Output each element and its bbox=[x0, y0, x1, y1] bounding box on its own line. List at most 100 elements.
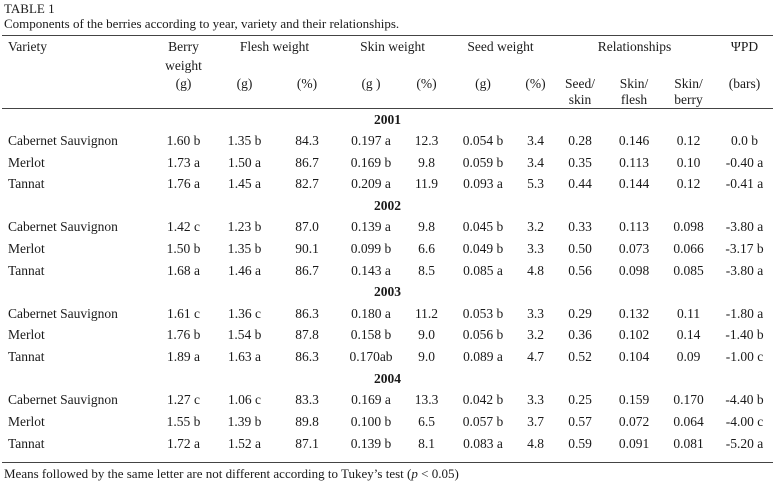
table-cell: 1.54 b bbox=[227, 327, 262, 343]
table-cell: 82.7 bbox=[295, 176, 319, 192]
table-cell: 0.113 bbox=[619, 219, 649, 235]
table-cell: 0.064 bbox=[673, 413, 704, 429]
variety-cell: Tannat bbox=[8, 435, 45, 451]
table-cell: -1.40 b bbox=[725, 327, 764, 343]
header-seed-weight: Seed weight bbox=[467, 39, 534, 54]
table-cell: 1.35 b bbox=[227, 132, 262, 148]
year-heading: 2003 bbox=[374, 284, 401, 300]
variety-cell: Merlot bbox=[8, 413, 45, 429]
header-berry-weight: Berry bbox=[168, 39, 199, 54]
table-cell: 0.056 b bbox=[462, 327, 504, 343]
table-cell: 87.0 bbox=[295, 219, 319, 235]
table-cell: -1.00 c bbox=[725, 349, 764, 365]
table-cell: 1.23 b bbox=[227, 219, 262, 235]
table-cell: 1.36 c bbox=[228, 305, 261, 321]
table-cell: 1.76 a bbox=[167, 176, 200, 192]
header-variety: Variety bbox=[8, 39, 47, 54]
table-cell: 1.61 c bbox=[167, 305, 200, 321]
table-cell: 0.59 bbox=[568, 435, 592, 451]
unit-skin-g: (g ) bbox=[337, 76, 405, 109]
table-row: Cabernet Sauvignon 1.27 c 1.06 c 83.3 0.169 … bbox=[2, 389, 773, 411]
table-cell: 1.55 b bbox=[166, 413, 201, 429]
berry-components-table: Variety Berry Flesh weight Skin weight S… bbox=[2, 36, 774, 455]
variety-cell: Tannat bbox=[8, 176, 45, 192]
table-cell: 0.057 b bbox=[462, 413, 504, 429]
table-row: Merlot 1.50 b 1.35 b 90.1 0.099 b 6.6 0.049 b 3… bbox=[2, 238, 773, 260]
table-cell: 1.72 a bbox=[167, 435, 200, 451]
variety-cell: Tannat bbox=[8, 262, 45, 278]
table-cell: 6.6 bbox=[418, 241, 435, 257]
table-row: Cabernet Sauvignon 1.42 c 1.23 b 87.0 0.139 … bbox=[2, 216, 773, 238]
table-cell: 0.36 bbox=[568, 327, 592, 343]
table-cell: 0.12 bbox=[676, 176, 701, 192]
table-cell: 0.44 bbox=[568, 176, 592, 192]
table-cell: 11.2 bbox=[414, 305, 439, 321]
table-cell: 0.091 bbox=[618, 435, 650, 451]
year-heading: 2002 bbox=[374, 197, 401, 213]
unit-seed-g: (g) bbox=[448, 76, 519, 109]
table-cell: 0.098 bbox=[673, 219, 704, 235]
header-skin-flesh: Skin/flesh bbox=[607, 76, 662, 109]
unit-berry-g: (g) bbox=[155, 76, 212, 109]
header-psi-pd: ΨPD bbox=[730, 39, 759, 54]
header-relationships: Relationships bbox=[597, 39, 672, 54]
table-cell: 0.25 bbox=[568, 392, 592, 408]
table-cell: 0.049 b bbox=[462, 241, 504, 257]
table-cell: 0.059 b bbox=[462, 154, 504, 170]
table-row: Tannat 1.76 a 1.45 a 82.7 0.209 a 11.9 0.093 a… bbox=[2, 174, 773, 196]
table-cell: 0.158 b bbox=[350, 327, 392, 343]
unit-psi-bars: (bars) bbox=[716, 76, 774, 109]
table-cell: 3.4 bbox=[527, 132, 544, 148]
table-cell: 0.29 bbox=[568, 305, 592, 321]
table-cell: 0.10 bbox=[676, 154, 701, 170]
table-cell: 13.3 bbox=[414, 392, 439, 408]
table-cell: 0.12 bbox=[676, 132, 701, 148]
bottom-rule bbox=[2, 462, 773, 463]
table-cell: -3.80 a bbox=[725, 219, 764, 235]
table-cell: 4.7 bbox=[527, 349, 544, 365]
table-caption: Components of the berries according to y… bbox=[4, 16, 400, 31]
table-cell: 0.042 b bbox=[462, 392, 504, 408]
table-cell: 1.63 a bbox=[228, 349, 261, 365]
table-cell: 0.089 a bbox=[463, 349, 503, 365]
table-cell: 90.1 bbox=[295, 241, 319, 257]
table-cell: 0.054 b bbox=[462, 132, 504, 148]
table-cell: 1.27 c bbox=[167, 392, 200, 408]
header-flesh-weight: Flesh weight bbox=[239, 39, 310, 54]
variety-cell: Merlot bbox=[8, 241, 45, 257]
table-cell: 0.14 bbox=[676, 327, 701, 343]
year-row: 2001 bbox=[2, 109, 773, 131]
table-cell: -1.80 a bbox=[725, 305, 764, 321]
table-cell: 83.3 bbox=[295, 392, 319, 408]
table-cell: 0.085 bbox=[673, 262, 704, 278]
header-skin-weight: Skin weight bbox=[360, 39, 425, 54]
table-label: TABLE 1 bbox=[4, 1, 55, 16]
table-cell: 0.053 b bbox=[462, 305, 504, 321]
table-row: Cabernet Sauvignon 1.61 c 1.36 c 86.3 0.180 … bbox=[2, 303, 773, 325]
year-row: 2002 bbox=[2, 195, 773, 216]
table-row: Merlot 1.73 a 1.50 a 86.7 0.169 b 9.8 0.059 b 3… bbox=[2, 152, 773, 174]
table-cell: 0.56 bbox=[568, 262, 592, 278]
table-cell: 0.139 a bbox=[351, 219, 391, 235]
table-cell: 0.209 a bbox=[351, 176, 391, 192]
table-cell: 0.100 b bbox=[350, 413, 392, 429]
table-cell: 1.45 a bbox=[228, 176, 261, 192]
table-cell: 3.3 bbox=[527, 305, 544, 321]
table-cell: 0.102 bbox=[618, 327, 650, 343]
table-cell: 87.1 bbox=[295, 435, 319, 451]
variety-cell: Cabernet Sauvignon bbox=[8, 305, 118, 321]
table-cell: 86.7 bbox=[295, 262, 319, 278]
header-berry-weight-line2: weight bbox=[165, 58, 202, 73]
header-skin-berry: Skin/berry bbox=[661, 76, 717, 109]
variety-cell: Merlot bbox=[8, 154, 45, 170]
table-cell: 0.081 bbox=[673, 435, 704, 451]
year-row: 2004 bbox=[2, 368, 773, 389]
table-cell: 0.072 bbox=[618, 413, 650, 429]
table-cell: 0.0 b bbox=[731, 132, 759, 148]
table-cell: 0.085 a bbox=[463, 262, 503, 278]
table-row: Merlot 1.76 b 1.54 b 87.8 0.158 b 9.0 0.056 b 3… bbox=[2, 325, 773, 347]
table-header: Variety Berry Flesh weight Skin weight S… bbox=[2, 36, 774, 109]
table-row: Cabernet Sauvignon 1.60 b 1.35 b 84.3 0.197 … bbox=[2, 130, 773, 152]
table-cell: 0.169 a bbox=[351, 392, 391, 408]
table-cell: -4.40 b bbox=[725, 392, 764, 408]
